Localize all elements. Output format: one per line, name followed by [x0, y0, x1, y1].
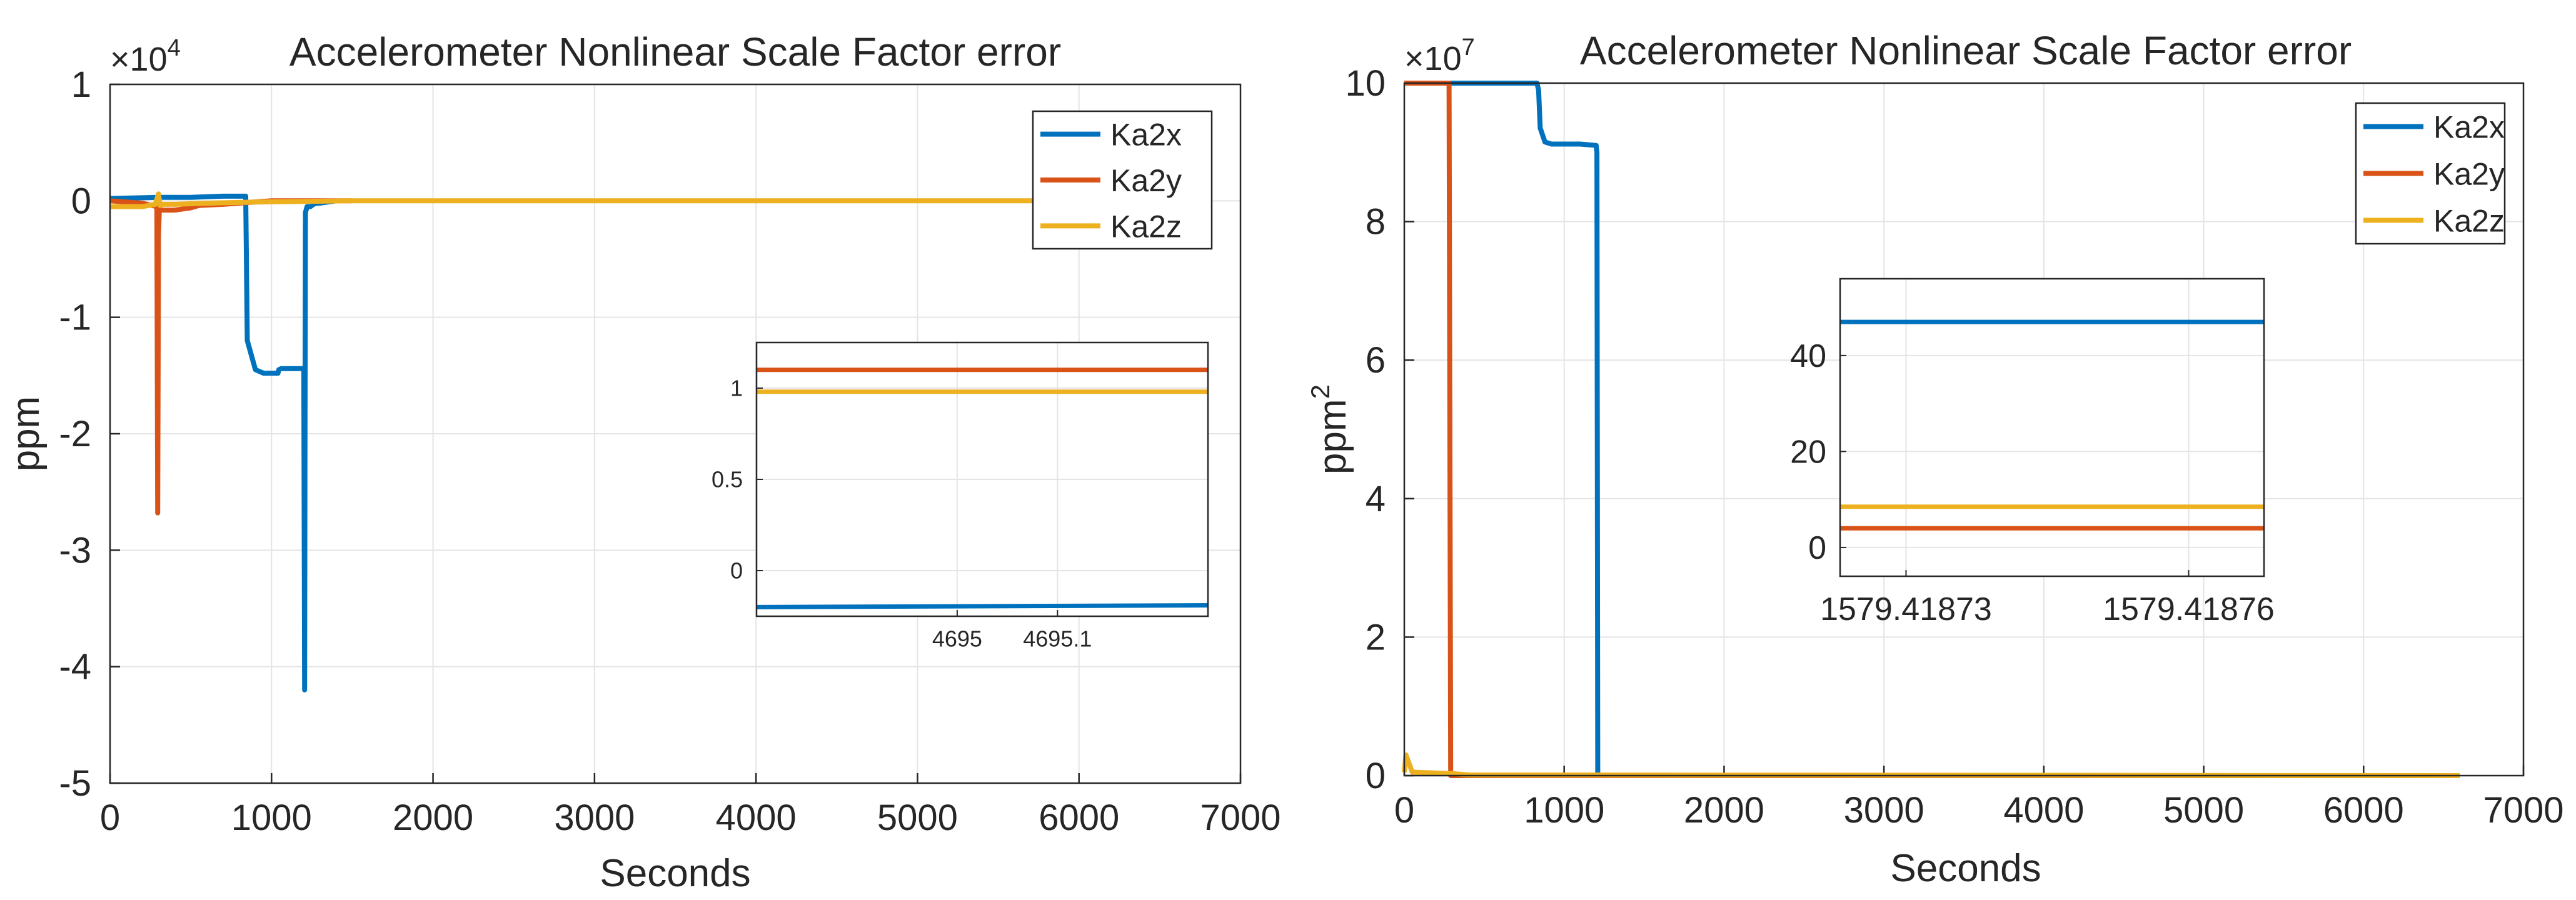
y-exponent-base: ×10 — [110, 41, 168, 78]
legend-label: Ka2z — [1110, 209, 1182, 244]
legend: Ka2x Ka2y Ka2z — [1032, 110, 1213, 250]
y-tick-label: 4 — [1366, 479, 1386, 519]
inset-plot: 1579.41873 1579.41876 40 20 0 — [1790, 278, 2275, 628]
axes-box — [109, 83, 1242, 784]
x-tick-label: 2000 — [393, 798, 473, 838]
x-tick-label: 4000 — [2003, 790, 2084, 831]
x-tick-label: 7000 — [2483, 790, 2563, 831]
inset-y-tick-label: 20 — [1790, 434, 1826, 471]
series-line-ka2x — [1404, 81, 2460, 778]
y-tick-label: 0 — [1366, 756, 1386, 796]
inset-plot: 4695 4695.1 1 0.5 0 — [712, 341, 1209, 652]
y-tick-label: 2 — [1366, 617, 1386, 658]
y-tick-label: -4 — [59, 647, 91, 688]
x-tick-label: 0 — [1394, 790, 1414, 831]
series-line-ka2x — [109, 193, 337, 692]
x-tick-label: 0 — [100, 798, 120, 838]
y-tick-label: -2 — [59, 414, 91, 454]
y-tick-label: 10 — [1345, 63, 1386, 104]
y-tick-label: -5 — [59, 763, 91, 804]
legend-label: Ka2z — [2433, 204, 2505, 239]
y-tick-label: 0 — [71, 181, 91, 221]
inset-x-tick-label: 4695.1 — [1023, 626, 1092, 652]
inset-x-tick-label: 1579.41873 — [1820, 591, 1992, 628]
chart-1: 0 1000 2000 3000 4000 5000 6000 7000 1 0 -1 -2 -3 -4 -… — [4, 29, 1281, 895]
inset-x-tick-label: 1579.41876 — [2103, 591, 2275, 628]
y-tick-label: 6 — [1366, 340, 1386, 381]
y-axis-label-superscript: 2 — [1306, 384, 1335, 399]
legend-label: Ka2y — [2433, 157, 2505, 192]
inset-y-tick-label: 0.5 — [712, 467, 743, 492]
inset-series-line-ka2x — [756, 603, 1209, 609]
y-tick-label: -1 — [59, 298, 91, 338]
y-exponent-label: ×104 — [110, 35, 181, 78]
y-tick-label: -3 — [59, 530, 91, 571]
legend-label: Ka2x — [1110, 118, 1182, 152]
legend: Ka2x Ka2y Ka2z — [2355, 102, 2506, 245]
inset-x-tick-label: 4695 — [932, 626, 982, 652]
legend-label: Ka2x — [2433, 110, 2505, 145]
x-tick-label: 6000 — [2323, 790, 2404, 831]
x-tick-label: 5000 — [2163, 790, 2244, 831]
y-exponent-power: 4 — [168, 35, 181, 61]
inset-box — [1839, 278, 2265, 578]
y-axis-label-text: ppm — [4, 396, 48, 472]
inset-y-tick-label: 0 — [730, 558, 743, 584]
y-exponent-label: ×107 — [1404, 34, 1475, 78]
x-tick-label: 2000 — [1684, 790, 1764, 831]
x-tick-label: 6000 — [1039, 798, 1119, 838]
x-tick-label: 3000 — [554, 798, 635, 838]
x-tick-label: 4000 — [716, 798, 797, 838]
x-tick-label: 7000 — [1200, 798, 1280, 838]
x-tick-label: 1000 — [231, 798, 312, 838]
y-axis-label: ppm2 — [1306, 384, 1354, 474]
x-tick-label: 5000 — [877, 798, 958, 838]
y-exponent-power: 7 — [1462, 34, 1475, 61]
axes-box — [1403, 82, 2525, 777]
x-tick-label: 3000 — [1844, 790, 1924, 831]
y-axis-label-text: ppm — [1311, 399, 1354, 474]
x-tick-label: 1000 — [1524, 790, 1604, 831]
y-axis-label: ppm — [4, 396, 48, 472]
inset-y-tick-label: 40 — [1790, 338, 1826, 374]
inset-y-tick-label: 0 — [1808, 530, 1826, 566]
chart-title: Accelerometer Nonlinear Scale Factor err… — [289, 29, 1061, 74]
x-axis-label: Seconds — [1890, 847, 2041, 890]
x-axis-label: Seconds — [600, 852, 750, 895]
chart-title: Accelerometer Nonlinear Scale Factor err… — [1580, 28, 2352, 73]
series-line-ka2z — [110, 191, 1200, 209]
y-tick-label: 1 — [71, 64, 91, 105]
y-exponent-base: ×10 — [1404, 40, 1462, 78]
inset-box — [755, 341, 1209, 618]
inset-y-tick-label: 1 — [730, 376, 743, 401]
y-tick-label: 8 — [1366, 202, 1386, 242]
chart-2: 0 1000 2000 3000 4000 5000 6000 700010864201579… — [1306, 28, 2564, 890]
legend-label: Ka2y — [1110, 163, 1182, 198]
